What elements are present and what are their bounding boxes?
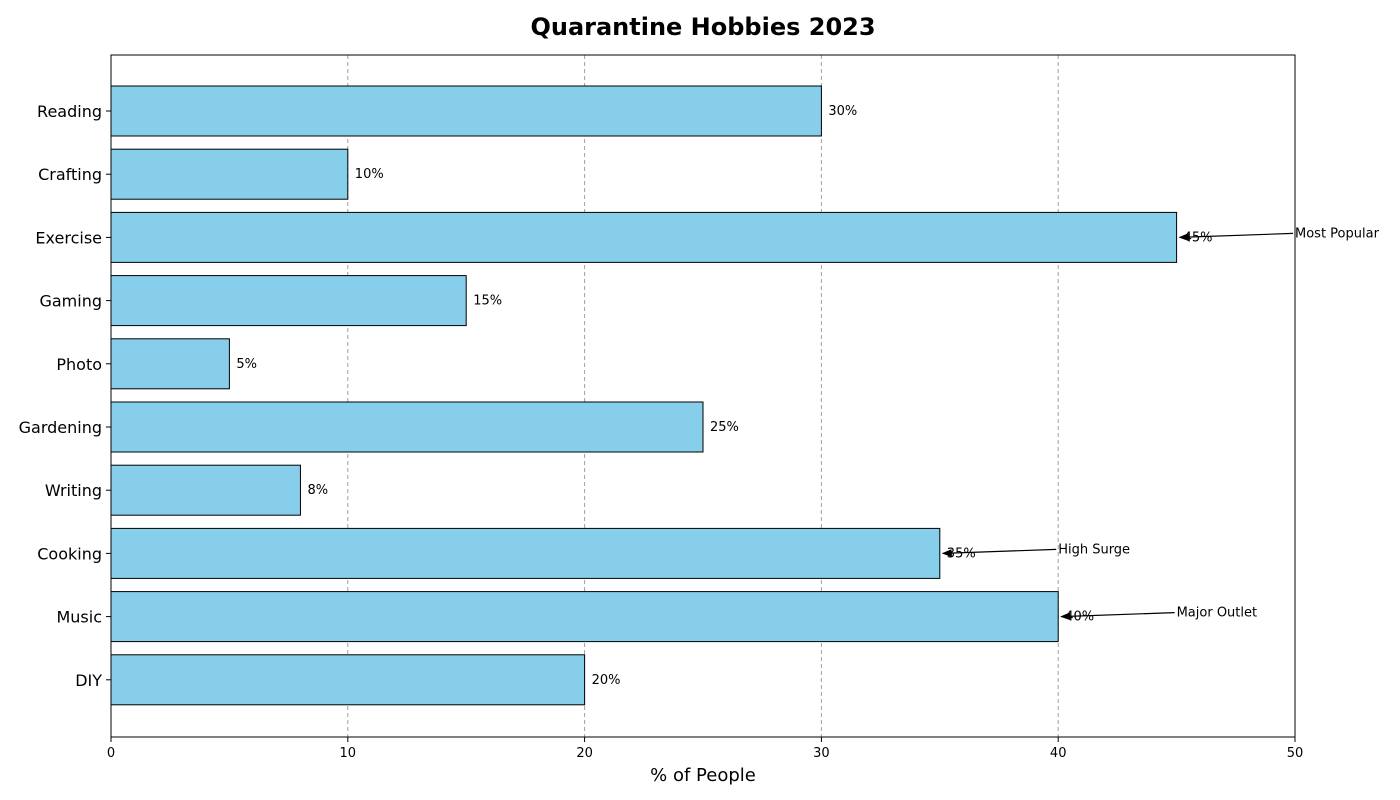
y-tick-label: DIY [75,671,102,690]
x-tick-label: 50 [1287,746,1304,761]
y-tick-label: Exercise [35,228,102,247]
y-tick-label: Writing [45,481,102,500]
plot-frame [110,54,1296,738]
x-axis: 0 10 20 30 40 50 [107,737,1303,761]
y-tick-label: Music [56,608,102,627]
y-tick-label: Reading [37,102,102,121]
bars [110,85,1178,706]
annotation-arrow [1178,232,1294,242]
x-tick-label: 30 [813,746,830,761]
y-axis: Reading Crafting Exercise Gaming Photo Garden… [19,102,111,690]
bar-music [110,591,1059,643]
x-tick-label: 10 [340,746,357,761]
y-tick-label: Photo [56,355,102,374]
bar-gaming [110,275,467,327]
bar-crafting [110,148,349,200]
annotations: Most Popular High Surge Major Outlet [941,226,1380,621]
data-label: 5% [236,357,257,372]
annotation-label: High Surge [1058,542,1130,557]
annotation-label: Major Outlet [1177,606,1258,621]
data-label: 20% [592,673,621,688]
annotation-arrow [941,548,1057,558]
data-label: 10% [355,167,384,182]
x-axis-label: % of People [650,765,756,786]
bar-cooking [110,527,941,579]
data-label: 35% [947,546,976,561]
data-label: 15% [473,294,502,309]
chart-title: Quarantine Hobbies 2023 [530,13,875,41]
x-tick-label: 40 [1050,746,1067,761]
y-tick-label: Gaming [39,292,102,311]
bar-gardening [110,401,704,453]
bar-exercise [110,211,1178,263]
data-label: 25% [710,420,739,435]
annotation-arrow [1060,612,1175,621]
x-tick-label: 0 [107,746,115,761]
x-tick-label: 20 [576,746,593,761]
data-label: 8% [307,483,328,498]
bar-diy [110,654,586,706]
bar-writing [110,464,301,516]
data-label: 45% [1184,230,1213,245]
data-label: 30% [828,104,857,119]
y-tick-label: Cooking [37,544,102,563]
bar-photo [110,338,230,390]
annotation-label: Most Popular [1295,226,1380,241]
y-tick-label: Crafting [38,165,102,184]
data-labels: 30% 10% 45% 15% 5% 25% 8% 35% 40% 20% [236,104,1212,688]
data-label: 40% [1065,610,1094,625]
bar-reading [110,85,822,137]
y-tick-label: Gardening [19,418,102,437]
